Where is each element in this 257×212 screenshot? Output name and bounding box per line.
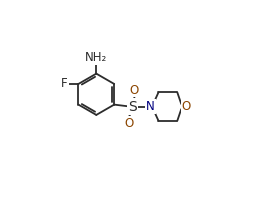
Text: O: O	[130, 84, 139, 96]
Text: N: N	[146, 100, 154, 113]
Text: S: S	[128, 100, 137, 114]
Text: F: F	[61, 77, 68, 91]
Text: O: O	[182, 100, 191, 113]
Text: NH₂: NH₂	[85, 51, 107, 64]
Text: O: O	[125, 117, 134, 130]
